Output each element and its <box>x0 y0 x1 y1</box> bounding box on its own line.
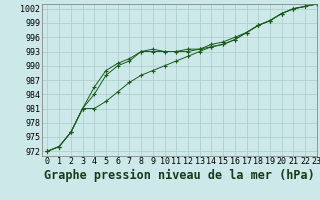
X-axis label: Graphe pression niveau de la mer (hPa): Graphe pression niveau de la mer (hPa) <box>44 169 315 182</box>
